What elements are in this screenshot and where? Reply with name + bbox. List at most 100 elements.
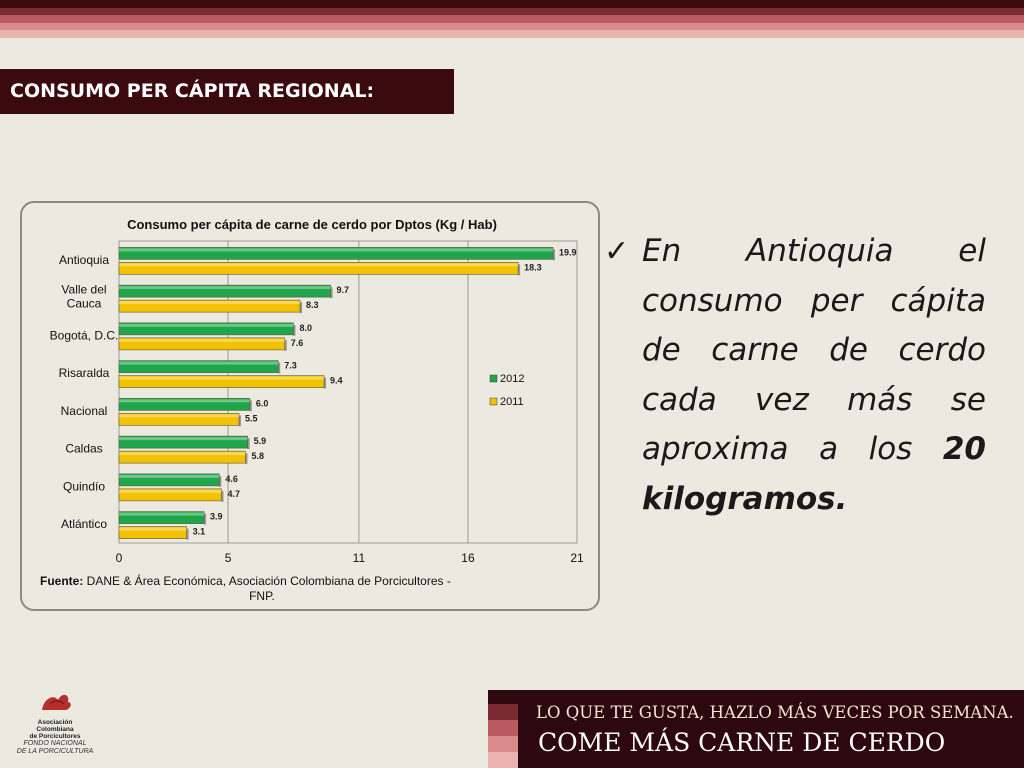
bar-2012-shadow: [247, 438, 250, 450]
top-stripes: [0, 0, 1024, 38]
bar-2011-highlight: [119, 376, 325, 380]
stripe-3: [0, 15, 1024, 23]
banner-stripe-3: [488, 736, 518, 752]
banner-stripe-4: [488, 752, 518, 768]
logo-sub-1: FONDO NACIONAL: [23, 740, 87, 747]
data-label: 7.3: [284, 361, 297, 371]
bar-chart: Consumo per cápita de carne de cerdo por…: [40, 217, 584, 603]
stripe-2: [0, 7, 1024, 16]
legend-swatch-2012: [489, 374, 498, 383]
banner-stripe-2: [488, 720, 518, 736]
category-label: Cauca: [67, 297, 102, 311]
campaign-banner: LO QUE TE GUSTA, HAZLO MÁS VECES POR SEM…: [488, 690, 1024, 768]
x-tick-label: 11: [353, 551, 366, 565]
bar-2011-highlight: [119, 338, 285, 342]
bar-2012-shadow: [553, 249, 556, 261]
bar-2012-shadow: [204, 513, 207, 525]
bar-2011-highlight: [119, 263, 519, 267]
source-text: DANE & Área Económica, Asociación Colomb…: [87, 573, 451, 588]
bar-2011: [118, 262, 519, 275]
data-label: 4.6: [225, 474, 238, 484]
banner-stripe-1: [488, 704, 518, 720]
category-label: Antioquia: [59, 253, 109, 267]
x-tick-label: 21: [570, 551, 584, 565]
data-label: 19.9: [559, 247, 577, 257]
bar-2012-highlight: [119, 361, 279, 365]
bar-2012-shadow: [293, 324, 296, 336]
legend-label-2011: 2011: [500, 396, 524, 408]
checkmark-icon: ✓: [604, 234, 630, 269]
data-label: 8.3: [306, 300, 319, 310]
logo-sub-2: DE LA PORCICULTURA: [16, 748, 94, 755]
source-text-cont: FNP.: [249, 589, 275, 603]
category-label: Nacional: [61, 404, 108, 418]
x-tick-label: 0: [116, 551, 123, 565]
stripe-5: [0, 30, 1024, 38]
bar-2011-shadow: [518, 264, 521, 276]
source-label: Fuente:: [40, 574, 87, 588]
bar-2011-highlight: [119, 489, 222, 493]
x-tick-label: 5: [225, 551, 232, 565]
slide-title: CONSUMO PER CÁPITA REGIONAL:: [0, 69, 454, 114]
data-label: 18.3: [524, 262, 542, 272]
bar-2012-highlight: [119, 323, 294, 327]
bar-2012-highlight: [119, 437, 248, 441]
bar-2011-shadow: [245, 453, 248, 465]
data-label: 4.7: [228, 489, 241, 499]
plot-frame: [118, 240, 578, 544]
bar-2011-shadow: [238, 415, 241, 427]
data-label: 5.9: [254, 436, 267, 446]
bar-2011-shadow: [300, 302, 303, 314]
bullet-text-bold: 20 kilogramos.: [642, 431, 986, 517]
category-label: Caldas: [65, 442, 102, 456]
banner-headline: COME MÁS CARNE DE CERDO: [538, 728, 946, 757]
data-label: 8.0: [299, 323, 312, 333]
x-tick-label: 16: [461, 551, 475, 565]
logo-name-3: de Porcicultores: [29, 733, 81, 740]
data-label: 5.8: [251, 451, 264, 461]
data-label: 3.9: [210, 512, 223, 522]
banner-stripes: [488, 704, 518, 768]
category-label: Atlántico: [61, 517, 107, 531]
bar-2012-highlight: [119, 248, 554, 252]
category-label: Bogotá, D.C.: [50, 328, 119, 342]
association-logo: Asociación Colombiana de Porcicultores F…: [10, 688, 100, 758]
bullet-text: En Antioquia el consumo per cápita de ca…: [642, 227, 986, 524]
bar-2011-shadow: [221, 490, 224, 502]
data-label: 5.5: [245, 413, 258, 423]
logo-name-2: Colombiana: [36, 726, 74, 733]
stripe-1: [0, 0, 1024, 8]
bar-2012-highlight: [119, 512, 205, 516]
logo-name-1: Asociación: [37, 719, 73, 726]
data-label: 7.6: [291, 338, 304, 348]
bullet-point: ✓ En Antioquia el consumo per cápita de …: [604, 227, 986, 524]
data-label: 9.7: [337, 285, 350, 295]
legend-swatch-2011: [489, 397, 498, 406]
category-label: Risaralda: [59, 366, 110, 380]
category-label: Quindío: [63, 479, 105, 493]
bar-2011-highlight: [119, 301, 301, 305]
bar-2012-highlight: [119, 474, 220, 478]
pig-logo-icon: [42, 694, 71, 710]
bar-2012-highlight: [119, 399, 250, 403]
bar-2012-shadow: [330, 287, 333, 299]
chart-title: Consumo per cápita de carne de cerdo por…: [127, 217, 497, 232]
chart-panel: Consumo per cápita de carne de cerdo por…: [20, 201, 600, 611]
bar-2012-highlight: [119, 286, 331, 290]
bar-2011-shadow: [284, 339, 287, 351]
data-label: 9.4: [330, 376, 343, 386]
bar-2012-shadow: [219, 475, 222, 487]
legend-label-2012: 2012: [500, 373, 524, 385]
data-label: 6.0: [256, 398, 269, 408]
source-note: Fuente: DANE & Área Económica, Asociació…: [40, 573, 451, 588]
bar-2011-highlight: [119, 414, 239, 418]
banner-tagline: LO QUE TE GUSTA, HAZLO MÁS VECES POR SEM…: [536, 703, 1014, 722]
bar-2011-shadow: [186, 528, 189, 540]
bar-2012-shadow: [249, 400, 252, 412]
data-label: 3.1: [193, 527, 206, 537]
bar-2011-highlight: [119, 452, 246, 456]
bar-2011-highlight: [119, 527, 187, 531]
bar-2011-shadow: [324, 377, 327, 389]
category-label: Valle del: [61, 283, 106, 297]
bar-2012-shadow: [278, 362, 281, 374]
